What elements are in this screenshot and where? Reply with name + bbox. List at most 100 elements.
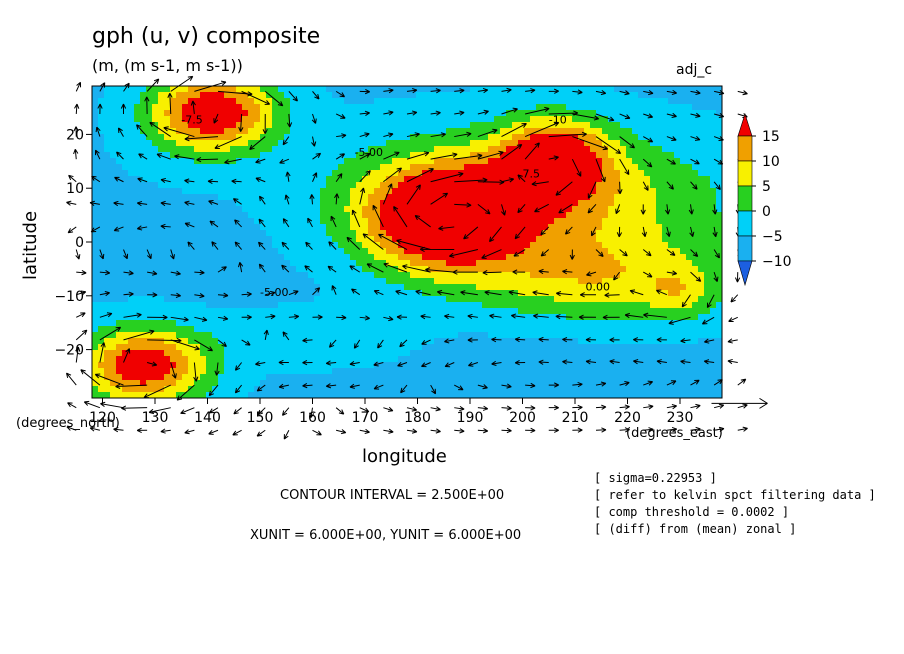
field-cell bbox=[368, 224, 375, 231]
field-cell bbox=[212, 356, 219, 363]
field-cell bbox=[584, 302, 591, 309]
field-cell bbox=[668, 98, 675, 105]
field-cell bbox=[548, 380, 555, 387]
field-cell bbox=[284, 332, 291, 339]
field-cell bbox=[434, 284, 441, 291]
field-cell bbox=[500, 140, 507, 147]
field-cell bbox=[482, 188, 489, 195]
field-cell bbox=[278, 392, 285, 398]
field-cell bbox=[656, 314, 663, 321]
field-cell bbox=[218, 260, 225, 267]
field-cell bbox=[320, 140, 327, 147]
field-cell bbox=[626, 302, 633, 309]
field-cell bbox=[236, 194, 243, 201]
field-cell bbox=[146, 356, 153, 363]
field-cell bbox=[422, 314, 429, 321]
field-cell bbox=[602, 224, 609, 231]
field-cell bbox=[518, 92, 525, 99]
field-cell bbox=[224, 308, 231, 315]
field-cell bbox=[122, 200, 129, 207]
field-cell bbox=[284, 242, 291, 249]
field-cell bbox=[488, 158, 495, 165]
field-cell bbox=[458, 344, 465, 351]
field-cell bbox=[146, 326, 153, 333]
field-cell bbox=[560, 332, 567, 339]
field-cell bbox=[272, 194, 279, 201]
field-cell bbox=[98, 260, 105, 267]
field-cell bbox=[440, 344, 447, 351]
field-cell bbox=[206, 278, 213, 285]
field-cell bbox=[326, 374, 333, 381]
field-cell bbox=[524, 86, 531, 93]
field-cell bbox=[326, 176, 333, 183]
field-cell bbox=[200, 308, 207, 315]
field-cell bbox=[284, 380, 291, 387]
field-cell bbox=[242, 362, 249, 369]
field-cell bbox=[242, 230, 249, 237]
field-cell bbox=[236, 236, 243, 243]
field-cell bbox=[566, 332, 573, 339]
field-cell bbox=[488, 164, 495, 171]
field-cell bbox=[644, 320, 651, 327]
field-cell bbox=[404, 302, 411, 309]
field-cell bbox=[572, 188, 579, 195]
field-cell bbox=[458, 284, 465, 291]
field-cell bbox=[164, 134, 171, 141]
field-cell bbox=[500, 122, 507, 129]
field-cell bbox=[272, 176, 279, 183]
field-cell bbox=[470, 242, 477, 249]
field-cell bbox=[614, 320, 621, 327]
field-cell bbox=[320, 386, 327, 393]
field-cell bbox=[140, 92, 147, 99]
field-cell bbox=[458, 308, 465, 315]
field-cell bbox=[236, 152, 243, 159]
field-cell bbox=[320, 116, 327, 123]
field-cell bbox=[380, 188, 387, 195]
field-cell bbox=[404, 260, 411, 267]
field-cell bbox=[632, 176, 639, 183]
field-cell bbox=[218, 110, 225, 117]
field-cell bbox=[272, 254, 279, 261]
field-cell bbox=[116, 170, 123, 177]
field-cell bbox=[98, 326, 105, 333]
field-cell bbox=[380, 98, 387, 105]
field-cell bbox=[104, 224, 111, 231]
field-cell bbox=[374, 368, 381, 375]
field-cell bbox=[188, 308, 195, 315]
field-cell bbox=[128, 206, 135, 213]
field-cell bbox=[374, 236, 381, 243]
field-cell bbox=[470, 116, 477, 123]
field-cell bbox=[560, 98, 567, 105]
field-cell bbox=[596, 380, 603, 387]
field-cell bbox=[512, 140, 519, 147]
field-cell bbox=[266, 158, 273, 165]
field-cell bbox=[656, 92, 663, 99]
field-cell bbox=[320, 206, 327, 213]
field-cell bbox=[140, 176, 147, 183]
field-cell bbox=[152, 260, 159, 267]
field-cell bbox=[356, 266, 363, 273]
field-cell bbox=[158, 308, 165, 315]
field-cell bbox=[416, 278, 423, 285]
field-cell bbox=[224, 296, 231, 303]
field-cell bbox=[428, 284, 435, 291]
field-cell bbox=[560, 392, 567, 398]
field-cell bbox=[92, 182, 99, 189]
field-cell bbox=[476, 308, 483, 315]
field-cell bbox=[452, 350, 459, 357]
field-cell bbox=[152, 104, 159, 111]
field-cell bbox=[272, 248, 279, 255]
field-cell bbox=[368, 356, 375, 363]
field-cell bbox=[530, 236, 537, 243]
field-cell bbox=[392, 368, 399, 375]
field-cell bbox=[626, 122, 633, 129]
field-cell bbox=[170, 212, 177, 219]
field-cell bbox=[200, 176, 207, 183]
field-cell bbox=[488, 110, 495, 117]
field-cell bbox=[230, 110, 237, 117]
field-cell bbox=[182, 236, 189, 243]
field-cell bbox=[380, 260, 387, 267]
field-cell bbox=[170, 278, 177, 285]
field-cell bbox=[578, 104, 585, 111]
field-cell bbox=[446, 260, 453, 267]
